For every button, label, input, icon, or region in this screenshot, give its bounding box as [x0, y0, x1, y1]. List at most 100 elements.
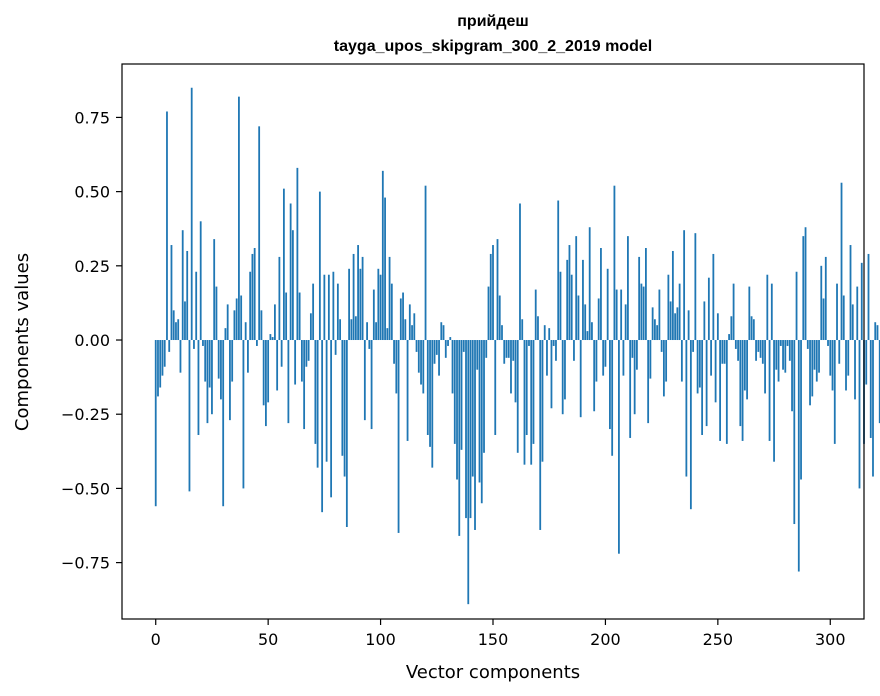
bar: [566, 259, 569, 341]
x-tick-label: 50: [258, 630, 278, 649]
bar: [858, 340, 861, 489]
bar: [354, 316, 357, 341]
bar: [872, 340, 874, 477]
bar: [827, 340, 829, 346]
bar: [298, 292, 301, 341]
bar: [507, 340, 510, 358]
bar: [833, 340, 836, 444]
bar: [822, 298, 825, 341]
bar: [732, 283, 735, 341]
bar: [609, 340, 611, 430]
bar: [417, 340, 420, 373]
bar: [613, 185, 616, 341]
bar: [588, 227, 591, 341]
bar: [638, 256, 641, 341]
bar: [721, 340, 724, 364]
bar: [813, 340, 816, 370]
bar: [795, 271, 798, 341]
bar: [163, 340, 166, 367]
bar: [359, 268, 362, 341]
bar: [831, 340, 834, 391]
bar: [444, 340, 447, 358]
plot-area-frame: [121, 63, 865, 620]
bar: [750, 316, 753, 341]
bar: [469, 340, 472, 519]
bar: [447, 340, 449, 346]
bar: [602, 340, 605, 376]
bar: [624, 304, 627, 341]
bar: [586, 331, 589, 341]
bar: [265, 340, 267, 427]
bar: [746, 340, 748, 400]
bar: [217, 340, 220, 379]
bar: [777, 340, 780, 382]
bar: [696, 340, 699, 394]
y-tick-label: −0.50: [61, 479, 110, 498]
bar: [591, 322, 593, 341]
bar: [775, 340, 778, 370]
bar: [739, 340, 742, 427]
bar: [242, 340, 245, 489]
bar: [620, 289, 623, 341]
bar: [188, 340, 191, 492]
bar: [694, 233, 697, 341]
y-axis-ticks: 0.75 0.50 0.25 0.00 −0.25 −0.50 −0.75: [61, 108, 122, 573]
bar: [438, 340, 440, 376]
bar: [247, 340, 249, 373]
bar: [836, 283, 838, 341]
y-tick-label: 0.50: [74, 183, 110, 202]
x-tick-label: 100: [365, 630, 396, 649]
bar: [645, 248, 647, 341]
chart-title-line1: прийдеш: [457, 13, 529, 30]
bar: [539, 340, 542, 530]
bar: [231, 340, 234, 382]
bar: [577, 295, 580, 341]
bar: [278, 256, 281, 341]
bar: [271, 337, 274, 341]
bar: [487, 286, 490, 341]
bar: [622, 340, 625, 376]
bar: [505, 340, 508, 358]
bar: [170, 245, 173, 341]
bar: [561, 340, 564, 415]
bar: [716, 313, 719, 341]
bar: [458, 340, 461, 536]
bar: [235, 298, 238, 341]
bar: [793, 340, 796, 525]
bar: [465, 340, 467, 519]
bar: [501, 325, 503, 341]
bar: [667, 274, 670, 341]
bar: [683, 230, 686, 341]
bar: [514, 340, 517, 403]
bar: [674, 313, 677, 341]
bar: [316, 340, 319, 468]
bar: [555, 340, 557, 361]
bar: [177, 319, 180, 341]
bar: [336, 283, 339, 341]
bar: [698, 340, 701, 388]
bar: [269, 334, 272, 341]
bar: [573, 340, 575, 361]
bar: [707, 277, 710, 341]
bar: [229, 340, 231, 421]
bar: [402, 292, 404, 341]
bar: [303, 340, 306, 430]
x-tick-label: 150: [478, 630, 509, 649]
bar: [568, 245, 571, 341]
bar: [656, 325, 659, 341]
bar: [305, 340, 308, 367]
bar: [166, 111, 168, 341]
bar: [618, 340, 620, 554]
bar: [368, 340, 371, 349]
bar: [692, 340, 695, 352]
bar: [649, 340, 652, 379]
bar: [471, 340, 474, 477]
bar-series: [154, 87, 880, 605]
bar: [800, 340, 802, 480]
bar: [159, 340, 162, 388]
bar: [492, 245, 494, 341]
bar: [267, 340, 270, 403]
x-tick-label: 250: [703, 630, 734, 649]
bar: [483, 340, 485, 453]
